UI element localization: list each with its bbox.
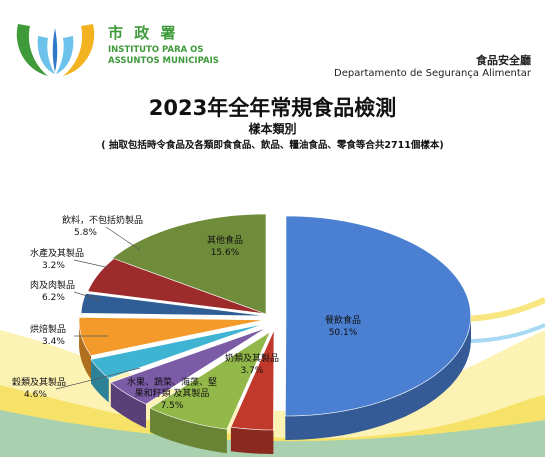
slice-value-label: 5.8% — [74, 228, 97, 238]
pie-slice-side — [79, 317, 91, 380]
slice-label: 肉及肉製品 — [30, 279, 75, 291]
slice-value-label: 3.2% — [42, 261, 65, 271]
pie-slice-7 — [80, 293, 267, 317]
pie-slice-4 — [110, 327, 267, 405]
pie-slice-side — [91, 359, 109, 403]
slice-label: 飲料，不包括奶製品 — [62, 214, 143, 226]
slice-label: 水果、蔬菜、海藻、堅 — [127, 376, 217, 388]
leader-line — [73, 291, 101, 301]
chart-title: 2023年全年常規食品檢測 — [148, 96, 397, 120]
leader-line — [55, 367, 141, 390]
leader-line — [73, 259, 111, 269]
slice-label: 烘焙製品 — [30, 323, 66, 335]
leader-line — [105, 226, 141, 251]
slice-value-label: 6.2% — [42, 293, 65, 303]
slice-label: 果和籽類 及其製品 — [135, 387, 210, 399]
slice-value-label: 7.5% — [161, 401, 184, 411]
pie-slice-2 — [230, 329, 275, 431]
pie-slice-5 — [90, 323, 265, 379]
org-name-pt-line2: ASSUNTOS MUNICIPAIS — [108, 56, 219, 66]
slice-value-label: 4.6% — [24, 390, 47, 400]
chart-subtitle: 樣本類別 — [248, 122, 297, 136]
org-logo-icon — [16, 24, 95, 76]
org-name-pt-line1: INSTITUTO PARA OS — [108, 45, 204, 55]
pie-slice-side — [285, 316, 471, 440]
slice-label: 穀類及其製品 — [12, 376, 66, 388]
pie-slice-side — [150, 408, 227, 454]
department-name-cn: 食品安全廳 — [476, 54, 531, 67]
slice-value-label: 3.7% — [241, 366, 264, 376]
department-name-pt: Departamento de Segurança Alimentar — [334, 68, 531, 79]
pie-slice-6 — [78, 316, 265, 356]
pie-slice-9 — [111, 213, 267, 315]
pie-slice-1 — [285, 215, 471, 417]
pie-slice-side — [230, 427, 274, 454]
slice-value-label: 15.6% — [211, 248, 240, 258]
pie-slice-side — [110, 382, 146, 429]
org-name-cn: 市 政 署 — [108, 24, 179, 42]
chart-note: ( 抽取包括時令食品及各類即食食品、飲品、糧油食品、零食等合共2711個樣本) — [101, 140, 444, 151]
slice-label: 奶類及其製品 — [225, 352, 279, 364]
slice-label: 其他食品 — [207, 234, 243, 246]
slice-label: 水產及其製品 — [30, 247, 84, 259]
pie-slice-3 — [149, 331, 271, 430]
slice-label: 餐飲食品 — [325, 314, 361, 326]
slice-value-label: 3.4% — [42, 337, 65, 347]
slice-value-label: 50.1% — [329, 328, 358, 338]
